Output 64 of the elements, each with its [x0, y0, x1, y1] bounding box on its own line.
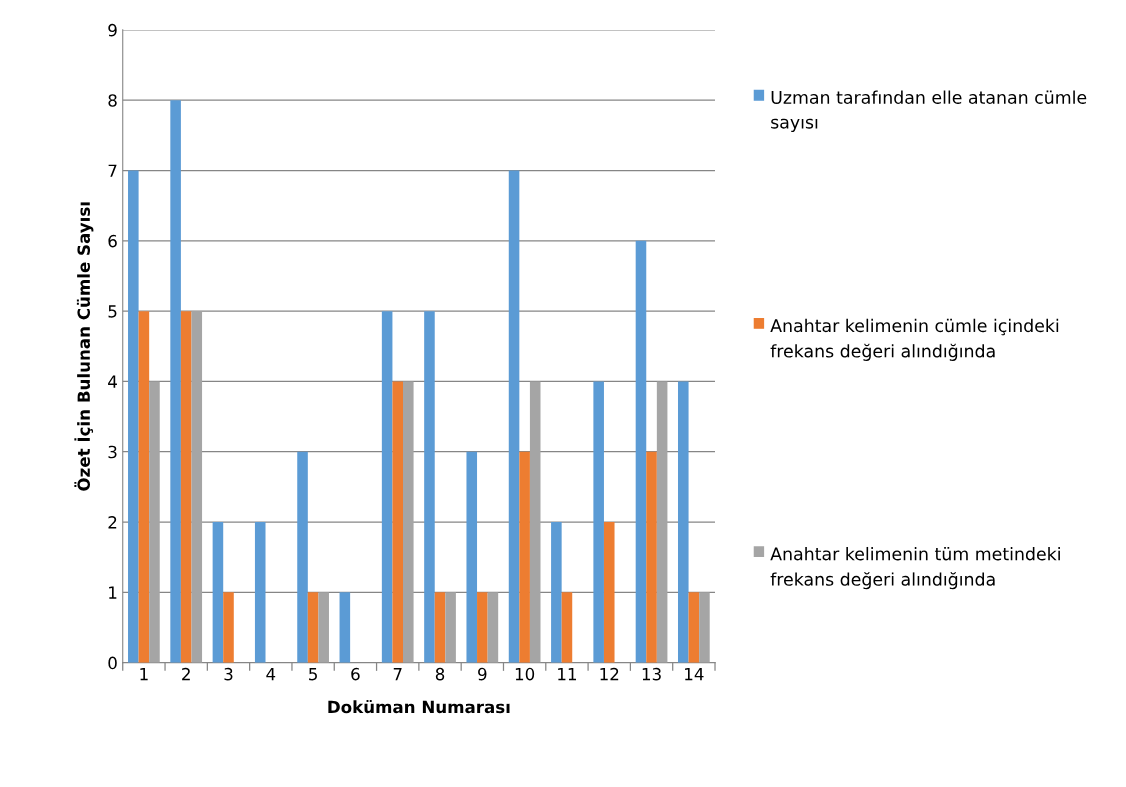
bar — [699, 592, 710, 663]
bar — [646, 451, 657, 663]
legend-label: Anahtar kelimenin cümle içindeki frekans değeri alındığında — [770, 318, 1059, 361]
bar — [603, 522, 615, 663]
y-tick-label: 4 — [108, 375, 117, 388]
y-tick-label: 2 — [108, 516, 117, 529]
bar — [593, 381, 604, 663]
bar — [434, 592, 446, 663]
bar — [466, 451, 478, 663]
bar — [561, 592, 573, 663]
x-tick-label: 12 — [600, 667, 619, 681]
bar — [392, 381, 404, 663]
x-tick-label: 9 — [478, 667, 487, 681]
y-tick-label: 8 — [108, 94, 117, 107]
x-tick-label: 5 — [309, 668, 317, 681]
x-tick-label: 3 — [224, 667, 233, 681]
y-tick-label: 6 — [108, 234, 117, 248]
bar — [487, 592, 499, 663]
bar — [307, 592, 319, 663]
bar — [477, 592, 488, 663]
bar — [212, 522, 224, 663]
bar — [128, 170, 139, 663]
bar — [149, 381, 160, 663]
x-tick-label: 7 — [393, 668, 402, 681]
bar — [656, 381, 668, 663]
bar — [424, 311, 435, 663]
bar — [138, 311, 150, 663]
legend-label: Uzman tarafından elle atanan cümle sayısı — [771, 90, 1087, 133]
x-tick-label: 8 — [435, 667, 445, 681]
bar — [297, 451, 308, 663]
x-tick-label: 11 — [558, 668, 577, 681]
x-tick-label: 1 — [140, 668, 148, 681]
y-axis-title: Özet İçin Bulunan Cümle Sayısı — [74, 202, 94, 491]
bar — [688, 592, 700, 663]
x-tick-label: 6 — [351, 667, 360, 681]
bar — [180, 311, 192, 663]
y-tick-label: 3 — [108, 445, 117, 459]
bar — [381, 311, 393, 663]
bar — [170, 100, 181, 663]
legend-label: Anahtar kelimenin tüm metindeki frekans değeri alındığında — [770, 546, 1060, 590]
y-tick-label: 5 — [108, 305, 117, 318]
bar — [254, 522, 266, 663]
y-tick-label: 7 — [108, 164, 117, 177]
bar — [191, 311, 203, 663]
x-tick-label: 4 — [266, 668, 276, 681]
x-axis-title: Doküman Numarası — [328, 700, 510, 714]
y-tick-label: 1 — [109, 586, 117, 599]
bar — [529, 381, 541, 663]
bar — [508, 170, 520, 663]
x-tick-label: 2 — [182, 667, 190, 681]
y-tick-label: 0 — [108, 656, 117, 670]
x-tick-label: 13 — [642, 667, 661, 681]
bar — [403, 381, 414, 663]
x-tick-label: 14 — [685, 668, 704, 681]
y-tick-label: 9 — [108, 23, 117, 37]
bar — [339, 592, 351, 663]
bar — [551, 522, 562, 663]
bar — [223, 592, 234, 663]
bar — [318, 592, 329, 663]
bar — [677, 381, 689, 663]
bar — [445, 592, 456, 663]
bar — [635, 240, 647, 663]
bar — [519, 451, 530, 663]
x-tick-label: 10 — [515, 667, 535, 681]
